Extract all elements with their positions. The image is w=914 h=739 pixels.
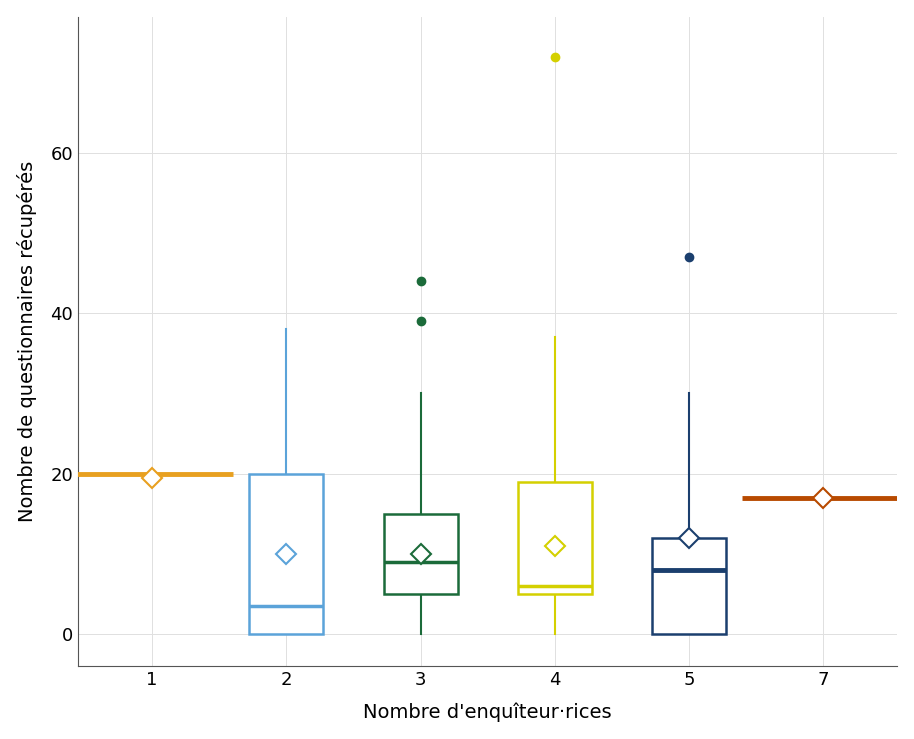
Bar [250, 474, 324, 634]
Bar [384, 514, 458, 594]
Y-axis label: Nombre de questionnaires récupérés: Nombre de questionnaires récupérés [16, 161, 37, 522]
Bar [518, 482, 592, 594]
X-axis label: Nombre d'enquîteur·rices: Nombre d'enquîteur·rices [364, 703, 612, 722]
Bar [653, 538, 726, 634]
